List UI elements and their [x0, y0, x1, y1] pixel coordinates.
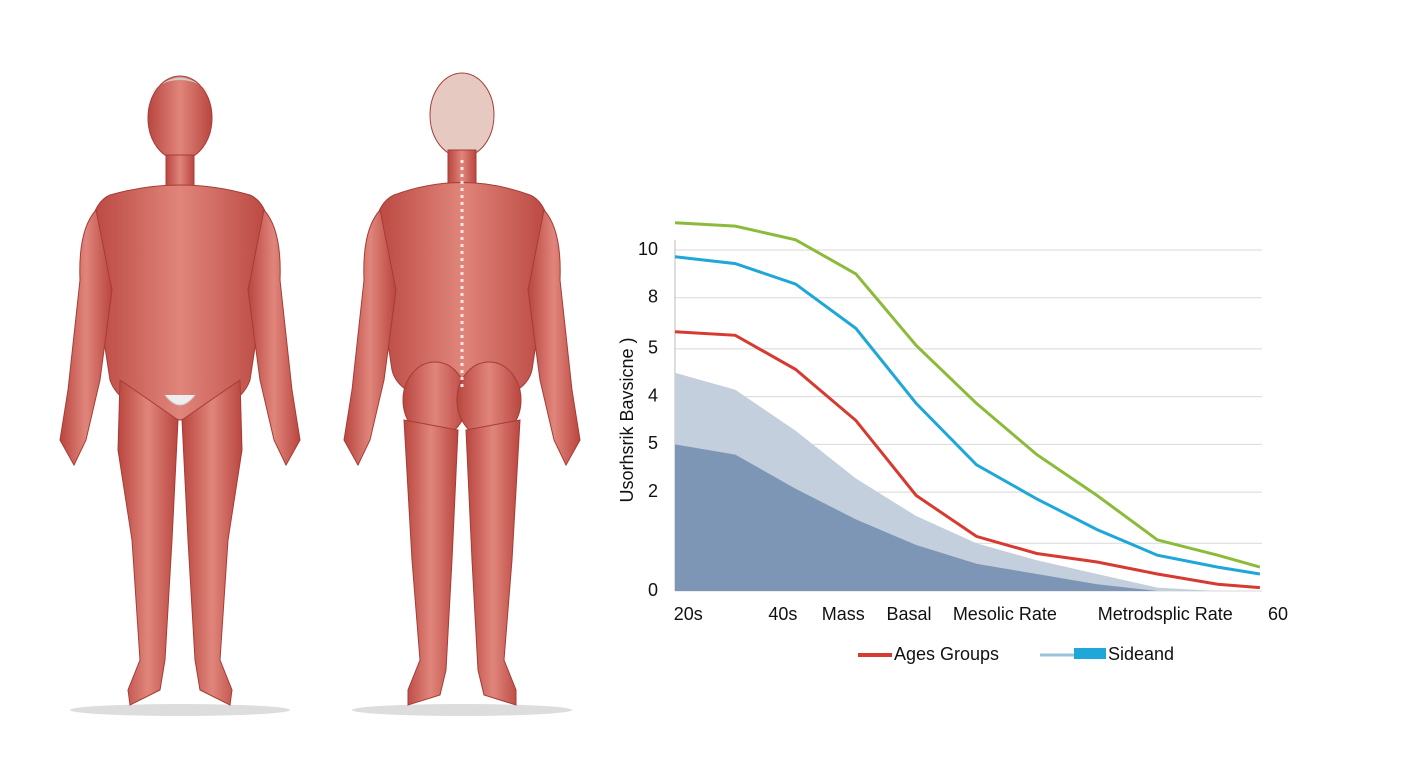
y-tick-label: 4 [648, 385, 658, 405]
line [674, 330, 1261, 590]
legend-label: Ages Groups [894, 644, 999, 664]
x-tick-label: 20s [674, 604, 703, 624]
x-tick-label: Metrodsplic Rate [1098, 604, 1233, 624]
y-tick-label: 5 [648, 433, 658, 453]
x-tick-label: 40s [768, 604, 797, 624]
legend-label: Sideand [1108, 644, 1174, 664]
y-tick-label: 2 [648, 481, 658, 501]
line [674, 255, 1261, 576]
x-tick-label: 60 [1268, 604, 1288, 624]
legend-swatch [1074, 648, 1106, 659]
y-tick-label: 8 [648, 286, 658, 306]
area [675, 444, 1260, 591]
x-tick-label: Basal [886, 604, 931, 624]
y-tick-label: 5 [648, 338, 658, 358]
x-tick-label: Mass [822, 604, 865, 624]
x-tick-label: Mesolic Rate [953, 604, 1057, 624]
y-tick-label: 0 [648, 580, 658, 600]
y-tick-label: 10 [638, 239, 658, 259]
line [674, 221, 1261, 569]
anatomy-back [343, 72, 581, 716]
anatomy-front [59, 75, 301, 716]
y-axis-label: Usorhsrik Bavsicne ) [617, 337, 637, 502]
